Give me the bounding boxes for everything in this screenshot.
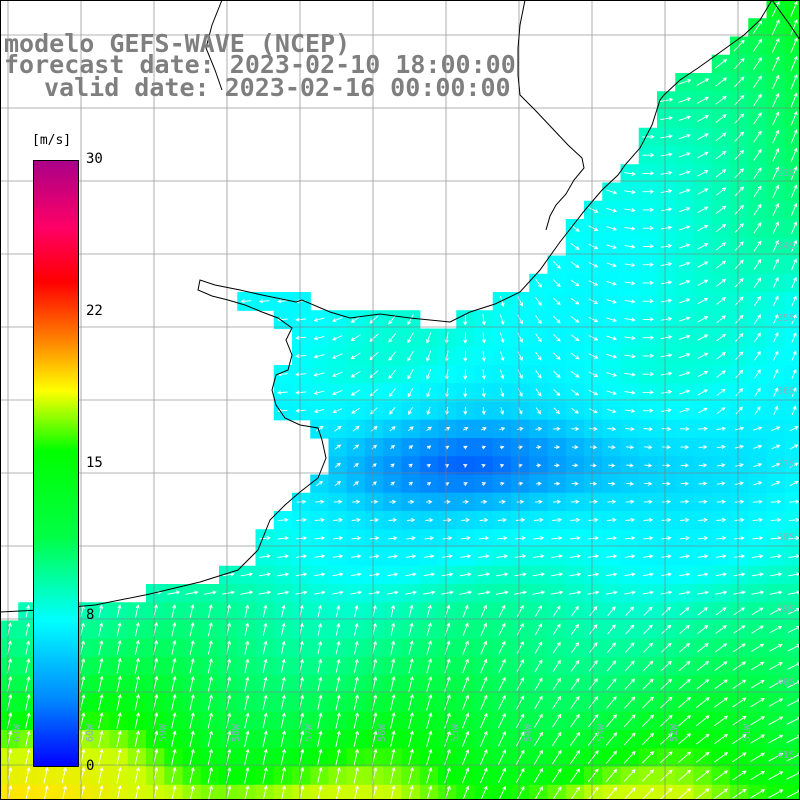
- model-title: modelo GEFS-WAVE (NCEP): [4, 29, 351, 58]
- colorbar-tick-15: 15: [86, 455, 103, 471]
- forecast-date: forecast date: 2023-02-10 18:00:00: [4, 50, 516, 79]
- lon-label-55w: 55W: [450, 723, 461, 742]
- lat-label-33s: 33S: [776, 168, 795, 179]
- lon-label-61w: 61W: [12, 723, 23, 742]
- colorbar-unit: [m/s]: [32, 133, 72, 148]
- wind-vector-arrows: [6, 0, 800, 800]
- lon-label-58w: 58W: [231, 723, 242, 742]
- lon-label-52w: 52W: [669, 723, 680, 742]
- colorbar-tick-0: 0: [86, 758, 95, 774]
- lat-label-39s: 39S: [776, 604, 795, 615]
- lat-label-41s: 41S: [776, 750, 795, 761]
- lon-label-51w: 51W: [742, 723, 753, 742]
- lon-label-53w: 53W: [596, 723, 607, 742]
- lon-label-60w: 60W: [85, 723, 96, 742]
- coastline: [0, 0, 800, 613]
- colorbar: [33, 160, 79, 767]
- lon-label-56w: 56W: [377, 723, 388, 742]
- lat-label-37s: 37S: [776, 459, 795, 470]
- lon-label-59w: 59W: [158, 723, 169, 742]
- lat-label-40s: 40S: [776, 677, 795, 688]
- colorbar-tick-8: 8: [86, 607, 95, 623]
- valid-date: valid date: 2023-02-16 00:00:00: [44, 73, 511, 102]
- lat-label-38s: 38S: [776, 532, 795, 543]
- lat-label-34s: 34S: [776, 241, 795, 252]
- colorbar-tick-30: 30: [86, 151, 103, 167]
- lat-label-35s: 35S: [776, 313, 795, 324]
- lat-label-36s: 36S: [776, 386, 795, 397]
- lon-label-57w: 57W: [304, 723, 315, 742]
- colorbar-tick-22: 22: [86, 303, 103, 319]
- lon-label-54w: 54W: [523, 723, 534, 742]
